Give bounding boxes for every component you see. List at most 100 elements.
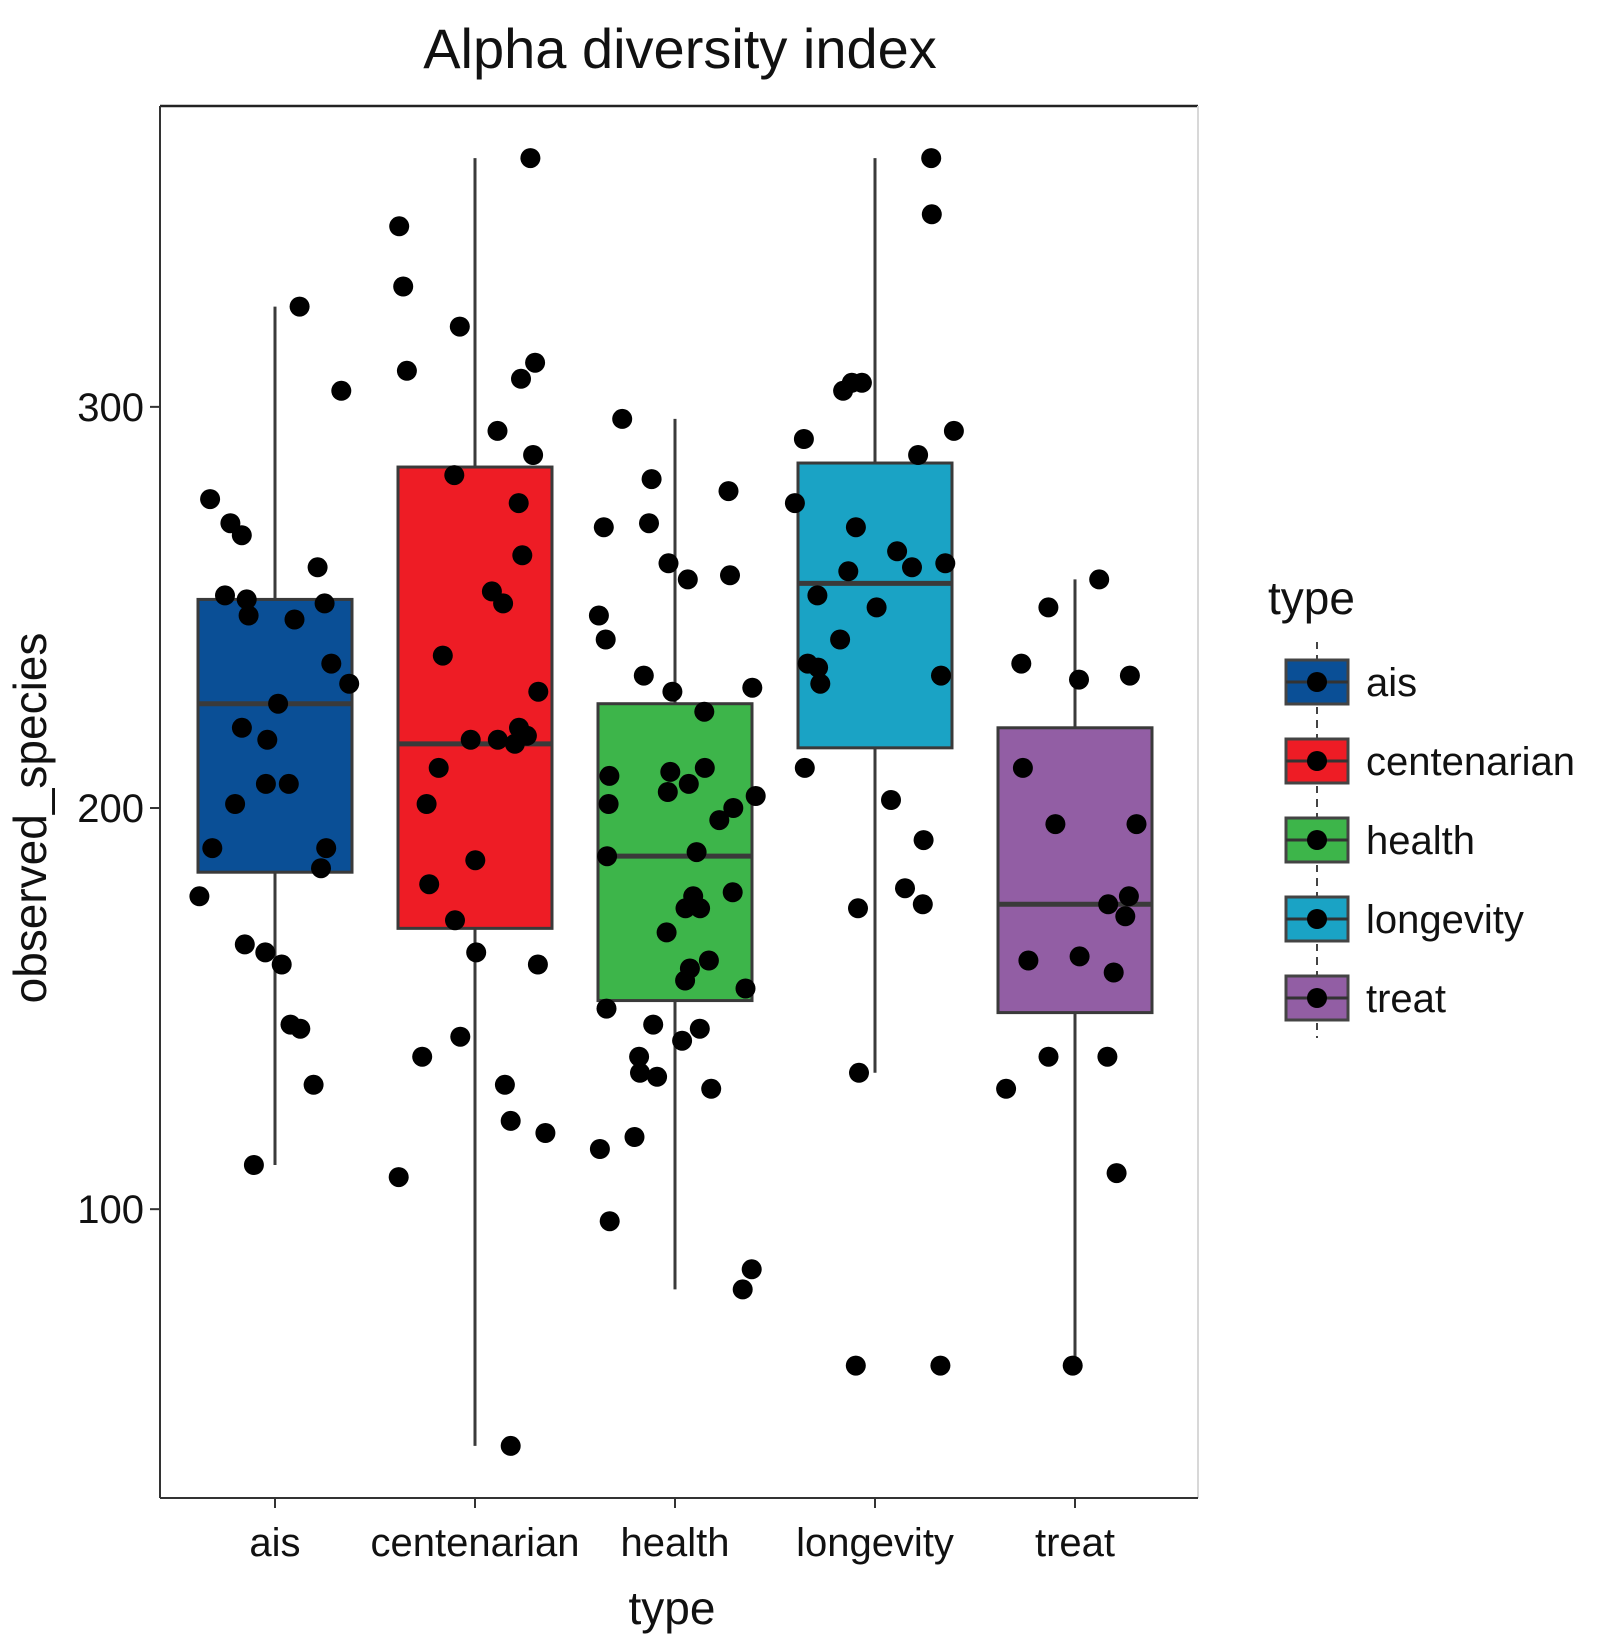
data-point [709, 810, 730, 831]
data-point [331, 380, 352, 401]
x-tick-label-treat: treat [1035, 1521, 1115, 1565]
data-point [238, 605, 259, 626]
data-point [284, 609, 305, 630]
data-point [428, 757, 449, 778]
data-point [231, 717, 252, 738]
data-point [629, 1046, 650, 1067]
data-point [289, 296, 310, 317]
data-point [732, 1279, 753, 1300]
data-point [525, 352, 546, 373]
data-point [504, 733, 525, 754]
data-point [189, 886, 210, 907]
data-point [388, 1167, 409, 1188]
data-point [662, 681, 683, 702]
data-point [460, 729, 481, 750]
data-point [690, 898, 711, 919]
data-point [396, 360, 417, 381]
data-point [508, 493, 529, 514]
data-point [658, 553, 679, 574]
x-tick-label-centenarian: centenarian [370, 1521, 579, 1565]
data-point [784, 493, 805, 514]
legend-label-ais: ais [1366, 661, 1417, 705]
data-point [487, 420, 508, 441]
data-point [500, 1110, 521, 1131]
data-point [643, 1014, 664, 1035]
data-point [912, 894, 933, 915]
data-point [1012, 757, 1033, 778]
data-point [672, 1030, 693, 1051]
data-point [895, 878, 915, 899]
legend-key-point [1307, 751, 1327, 771]
data-point [419, 874, 440, 895]
data-point [314, 593, 335, 614]
data-point [881, 790, 901, 810]
data-point [1045, 814, 1066, 835]
data-point [677, 569, 698, 590]
legend-label-health: health [1366, 819, 1475, 863]
data-point [316, 838, 337, 859]
x-axis-title: type [629, 1582, 716, 1634]
data-point [678, 773, 699, 794]
data-point [723, 798, 744, 818]
y-tick-label: 200 [77, 787, 144, 831]
data-point [833, 380, 854, 401]
data-point [236, 589, 257, 610]
data-point [220, 513, 241, 534]
data-point [1103, 962, 1124, 983]
data-point [1011, 653, 1032, 674]
data-point [793, 429, 814, 449]
data-point [694, 757, 715, 778]
data-point [393, 276, 414, 297]
data-point [465, 850, 486, 871]
data-point [321, 653, 342, 674]
data-point [599, 1211, 620, 1232]
data-point [641, 469, 662, 490]
data-point [675, 970, 696, 991]
data-point [202, 838, 223, 859]
data-point [630, 1062, 650, 1083]
data-point [838, 561, 859, 582]
data-point [520, 148, 541, 169]
data-point [445, 910, 465, 931]
data-point [639, 513, 659, 534]
data-point [1119, 665, 1140, 686]
box-group-ais [189, 296, 360, 1175]
data-point [686, 842, 707, 863]
data-point [389, 216, 410, 237]
data-point [810, 673, 831, 694]
data-point [735, 978, 756, 999]
x-tick-label-ais: ais [249, 1521, 300, 1565]
data-point [930, 1355, 951, 1376]
data-point [255, 773, 276, 794]
legend: type ais centenarian health longevity treat [1268, 572, 1575, 1038]
legend-item-centenarian: centenarian [1284, 721, 1575, 801]
legend-key-point [1307, 830, 1327, 850]
data-point [675, 898, 696, 919]
legend-label-treat: treat [1366, 977, 1446, 1021]
data-point [243, 1155, 264, 1175]
data-point [450, 1026, 471, 1047]
data-point [599, 765, 620, 786]
data-point [1089, 569, 1110, 590]
data-point [512, 545, 533, 566]
data-point [596, 998, 617, 1019]
data-point [200, 489, 221, 510]
legend-item-longevity: longevity [1284, 879, 1524, 959]
data-point [689, 1018, 710, 1039]
data-point [935, 553, 956, 574]
data-point [741, 1259, 762, 1280]
data-point [307, 557, 328, 578]
data-point [494, 1074, 515, 1095]
data-point [701, 1078, 722, 1099]
data-point [1069, 669, 1089, 690]
data-point [1126, 814, 1147, 835]
data-point [845, 517, 866, 538]
data-point [303, 1074, 324, 1095]
data-point [742, 677, 763, 698]
data-point [511, 368, 531, 389]
data-point [1069, 946, 1090, 967]
box-group-health [588, 408, 766, 1300]
data-point [278, 773, 299, 794]
legend-key-point [1307, 988, 1327, 1008]
